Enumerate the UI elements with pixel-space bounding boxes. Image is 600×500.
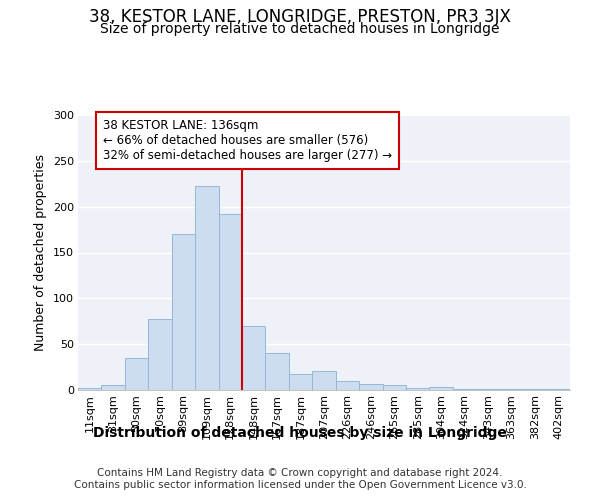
Bar [430,387,453,390]
Text: Size of property relative to detached houses in Longridge: Size of property relative to detached ho… [100,22,500,36]
Bar [359,384,383,390]
Text: Contains public sector information licensed under the Open Government Licence v3: Contains public sector information licen… [74,480,526,490]
Text: 38, KESTOR LANE, LONGRIDGE, PRESTON, PR3 3JX: 38, KESTOR LANE, LONGRIDGE, PRESTON, PR3… [89,8,511,26]
Bar [78,388,101,390]
Bar [500,389,523,390]
Bar [195,186,218,390]
Bar [336,381,359,390]
Bar [547,389,570,390]
Bar [523,389,547,390]
Bar [289,374,312,390]
Bar [218,214,242,390]
Bar [148,320,172,390]
Bar [476,389,500,390]
Bar [453,389,476,390]
Bar [312,371,336,390]
Bar [406,388,430,390]
Bar [125,358,148,390]
Bar [242,326,265,390]
Text: Contains HM Land Registry data © Crown copyright and database right 2024.: Contains HM Land Registry data © Crown c… [97,468,503,477]
Text: Distribution of detached houses by size in Longridge: Distribution of detached houses by size … [93,426,507,440]
Bar [265,354,289,390]
Bar [383,386,406,390]
Bar [172,234,195,390]
Text: 38 KESTOR LANE: 136sqm
← 66% of detached houses are smaller (576)
32% of semi-de: 38 KESTOR LANE: 136sqm ← 66% of detached… [103,119,392,162]
Bar [101,386,125,390]
Y-axis label: Number of detached properties: Number of detached properties [34,154,47,351]
